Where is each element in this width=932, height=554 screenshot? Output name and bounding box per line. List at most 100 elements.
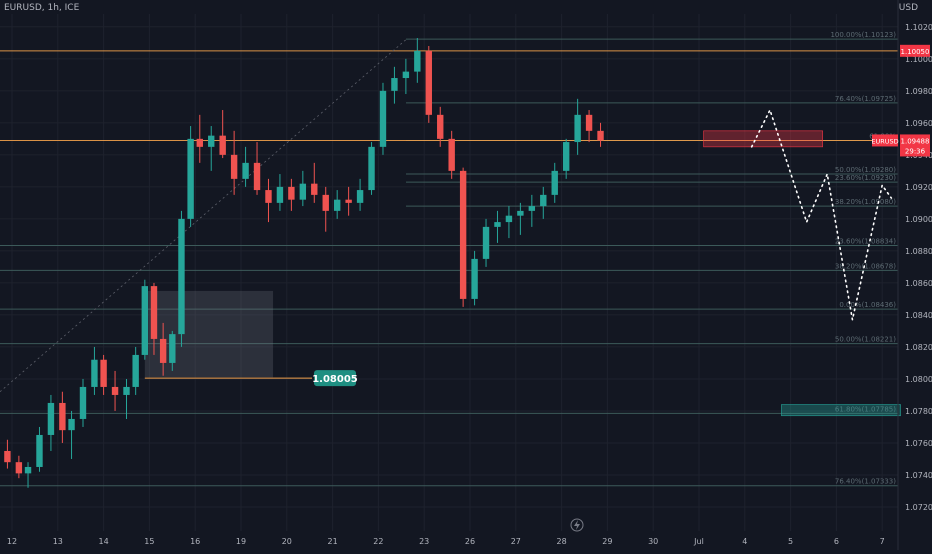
- candle: [356, 178, 364, 211]
- candle: [100, 354, 107, 395]
- candle: [123, 378, 130, 419]
- candle-body: [159, 338, 167, 363]
- candle: [379, 82, 387, 155]
- candle: [187, 126, 194, 227]
- current-price-countdown: 29:36: [905, 147, 926, 155]
- candle: [288, 178, 295, 211]
- support-label: 1.08005: [312, 374, 358, 385]
- candle: [517, 202, 524, 235]
- candle-body: [482, 226, 490, 259]
- price-tick-label: 1.09600: [905, 119, 932, 128]
- time-tick-label: 7: [880, 537, 885, 546]
- candle-body: [459, 170, 467, 299]
- candle: [253, 142, 261, 195]
- time-tick-label: 6: [834, 537, 839, 546]
- candle: [169, 330, 176, 371]
- price-tick-label: 1.07800: [905, 407, 932, 416]
- candle-body: [253, 162, 261, 191]
- candle-body: [311, 183, 318, 195]
- price-tick-label: 1.09800: [905, 87, 932, 96]
- candle: [425, 46, 432, 123]
- candle-body: [505, 215, 513, 223]
- candle-body: [169, 334, 176, 363]
- candle-body: [265, 190, 272, 203]
- candle: [528, 194, 536, 227]
- fib-level-label: 38.20%(1.08678): [835, 262, 896, 270]
- price-tick-label: 1.08000: [905, 375, 932, 384]
- price-tick-label: 1.08800: [905, 247, 932, 256]
- candle: [505, 206, 513, 239]
- candle: [276, 174, 284, 211]
- candles: [4, 38, 604, 488]
- candle-body: [178, 218, 185, 335]
- candle: [265, 178, 272, 223]
- candle-body: [36, 434, 43, 467]
- candle: [345, 186, 352, 216]
- candle-body: [208, 135, 215, 147]
- fib-level-label: 50.00%(1.08221): [835, 336, 896, 344]
- candle-body: [597, 130, 604, 141]
- candle-body: [574, 114, 581, 143]
- high-price-tag: 1.10050: [901, 48, 930, 56]
- time-tick-label: 4: [742, 537, 747, 546]
- current-price-tag-box: [900, 134, 930, 157]
- candle-body: [299, 183, 307, 200]
- candle: [471, 250, 478, 306]
- range-box: [144, 290, 274, 378]
- price-tick-label: 1.07600: [905, 439, 932, 448]
- candle-body: [540, 194, 547, 207]
- candle: [150, 282, 158, 355]
- candle-body: [551, 170, 558, 195]
- candle-body: [437, 114, 444, 139]
- time-tick-label: 22: [373, 537, 383, 546]
- high-price-tag-box: [900, 44, 930, 57]
- candle-body: [494, 222, 501, 227]
- resistance-zone: [703, 130, 823, 148]
- projection-polyline: [750, 107, 893, 320]
- candle-body: [585, 114, 593, 131]
- candle-body: [47, 402, 55, 435]
- fib-level-label: 23.60%(1.08834): [835, 237, 896, 245]
- symbol-tag: EURUSD: [871, 137, 898, 145]
- price-tick-label: 1.08400: [905, 311, 932, 320]
- candle: [47, 394, 55, 451]
- candle: [208, 126, 215, 171]
- candle-body: [414, 50, 421, 72]
- candle-body: [196, 138, 203, 147]
- candle-body: [345, 199, 352, 203]
- fib-levels: 100.00%(1.10123)76.40%(1.09725)61.80%50.…: [0, 31, 898, 487]
- candle-body: [288, 186, 295, 200]
- candle: [562, 138, 570, 179]
- support-label-box: [314, 370, 356, 387]
- time-tick-label: 20: [282, 537, 292, 546]
- price-tick-label: 1.10200: [905, 23, 932, 32]
- candle-body: [150, 286, 158, 339]
- candle-body: [379, 90, 387, 147]
- candle-body: [425, 50, 432, 115]
- candle-body: [111, 386, 119, 395]
- fib-level-label: 100.00%(1.10123): [830, 31, 896, 39]
- fib-level-label: 0.00%(1.08436): [839, 301, 896, 309]
- candle: [24, 462, 32, 488]
- time-tick-label: Jul: [693, 537, 704, 546]
- candle-body: [517, 210, 524, 216]
- candle-body: [187, 138, 194, 219]
- time-tick-label: 27: [511, 537, 521, 546]
- candle: [4, 439, 11, 469]
- candle: [59, 391, 66, 443]
- price-tick-label: 1.07200: [905, 503, 932, 512]
- candle-body: [15, 462, 23, 474]
- candle: [448, 130, 455, 179]
- candle: [178, 210, 185, 347]
- candle: [196, 114, 203, 163]
- candle-body: [24, 466, 32, 474]
- time-tick-label: 26: [465, 537, 475, 546]
- candle: [311, 162, 318, 203]
- candle-body: [4, 450, 11, 463]
- candle-body: [368, 146, 375, 191]
- current-price-value: 1.09488: [901, 137, 930, 145]
- candle: [322, 186, 329, 232]
- time-tick-label: 14: [99, 537, 109, 546]
